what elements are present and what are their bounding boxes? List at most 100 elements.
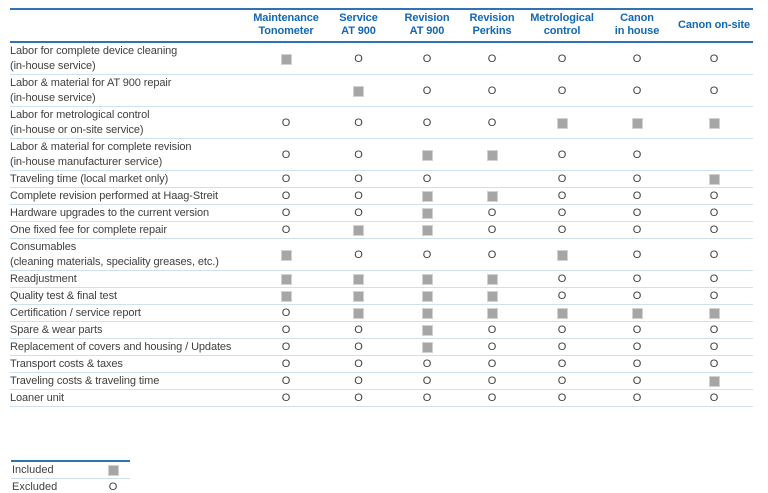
status-cell: O [675, 338, 753, 356]
excluded-icon: O [422, 173, 432, 185]
column-header: Maintenance Tonometer [253, 12, 319, 37]
included-icon [486, 274, 498, 286]
excluded-icon: O [557, 207, 567, 219]
excluded-icon: O [632, 392, 642, 404]
excluded-icon: O [557, 52, 567, 65]
status-cell [395, 138, 459, 171]
status-cell [675, 304, 753, 322]
excluded-icon: O [422, 392, 432, 404]
excluded-icon: O [557, 190, 567, 202]
excluded-icon: O [354, 392, 363, 404]
status-cell: O [599, 287, 675, 305]
status-cell: O [675, 74, 753, 107]
included-icon [353, 308, 364, 320]
row-label: Traveling costs & traveling time [10, 372, 250, 390]
excluded-icon: O [354, 207, 363, 219]
table-row: Consumables (cleaning materials, speciali… [10, 238, 753, 271]
table-row: Hardware upgrades to the current version… [10, 204, 753, 222]
status-cell [459, 304, 525, 322]
status-cell: O [322, 372, 395, 390]
status-cell: O [250, 372, 322, 390]
status-cell: O [675, 204, 753, 222]
table-row: Traveling costs & traveling time O O O O O O [10, 372, 753, 390]
included-icon [556, 249, 568, 261]
status-cell: O [395, 74, 459, 107]
excluded-icon: O [557, 341, 567, 353]
status-cell: O [599, 138, 675, 171]
status-cell [395, 187, 459, 205]
included-icon [486, 191, 498, 203]
status-cell: O [599, 389, 675, 407]
status-cell: O [322, 338, 395, 356]
table-row: Labor for metrological control (in-house … [10, 106, 753, 139]
status-cell: O [675, 238, 753, 271]
included-icon [631, 308, 643, 320]
status-cell: O [525, 42, 599, 75]
excluded-icon: O [632, 207, 642, 219]
table-body: Labor for complete device cleaning (in-ho… [10, 42, 753, 407]
status-cell: O [525, 372, 599, 390]
status-cell: O [525, 338, 599, 356]
header-row: Maintenance Tonometer Service AT 900 Revisio… [10, 9, 753, 42]
excluded-icon: O [487, 224, 497, 236]
status-cell [395, 321, 459, 339]
status-cell: O [250, 321, 322, 339]
included-icon [486, 291, 498, 303]
status-cell: O [250, 187, 322, 205]
status-cell: O [599, 338, 675, 356]
status-cell: O [525, 204, 599, 222]
status-cell [675, 138, 753, 171]
status-cell: O [250, 304, 322, 322]
status-cell: O [395, 389, 459, 407]
status-cell: O [459, 338, 525, 356]
status-cell: O [459, 238, 525, 271]
excluded-icon: O [709, 52, 719, 65]
legend-item-excluded: Excluded O [11, 479, 130, 493]
status-cell: O [395, 372, 459, 390]
status-cell [322, 270, 395, 288]
included-icon [708, 376, 720, 388]
excluded-icon: O [487, 207, 497, 219]
table-row: Loaner unit O O O O O O O [10, 389, 753, 407]
legend-included-symbol [96, 464, 130, 476]
status-cell [525, 304, 599, 322]
status-cell: O [675, 355, 753, 373]
status-cell: O [395, 355, 459, 373]
status-cell: O [250, 355, 322, 373]
excluded-icon: O [557, 375, 567, 387]
included-icon [280, 53, 292, 65]
status-cell: O [599, 187, 675, 205]
status-cell: O [322, 355, 395, 373]
included-icon [421, 308, 433, 320]
excluded-icon: O [632, 324, 642, 336]
row-label: Traveling time (local market only) [10, 170, 250, 188]
status-cell: O [459, 204, 525, 222]
status-cell [250, 287, 322, 305]
status-cell: O [599, 42, 675, 75]
excluded-icon: O [281, 148, 291, 161]
excluded-icon: O [709, 358, 719, 370]
excluded-icon: O [487, 52, 497, 65]
status-cell: O [675, 270, 753, 288]
included-icon [708, 308, 720, 320]
excluded-icon: O [557, 290, 567, 302]
status-cell: O [525, 355, 599, 373]
excluded-icon: O [281, 207, 291, 219]
status-cell [322, 304, 395, 322]
status-cell [395, 221, 459, 239]
excluded-icon: O [632, 52, 642, 65]
excluded-icon: O [557, 224, 567, 236]
status-cell: O [459, 321, 525, 339]
table-row: One fixed fee for complete repair O O O O O [10, 221, 753, 239]
excluded-icon: O [487, 324, 497, 336]
included-icon [421, 225, 433, 237]
excluded-icon: O [709, 224, 719, 236]
table-row: Transport costs & taxes O O O O O O O [10, 355, 753, 373]
excluded-icon: O [557, 273, 567, 285]
excluded-icon: O [281, 341, 291, 353]
status-cell: O [525, 389, 599, 407]
status-cell: O [525, 138, 599, 171]
excluded-icon: O [632, 290, 642, 302]
row-label: Consumables (cleaning materials, speciali… [10, 238, 250, 271]
status-cell [322, 221, 395, 239]
